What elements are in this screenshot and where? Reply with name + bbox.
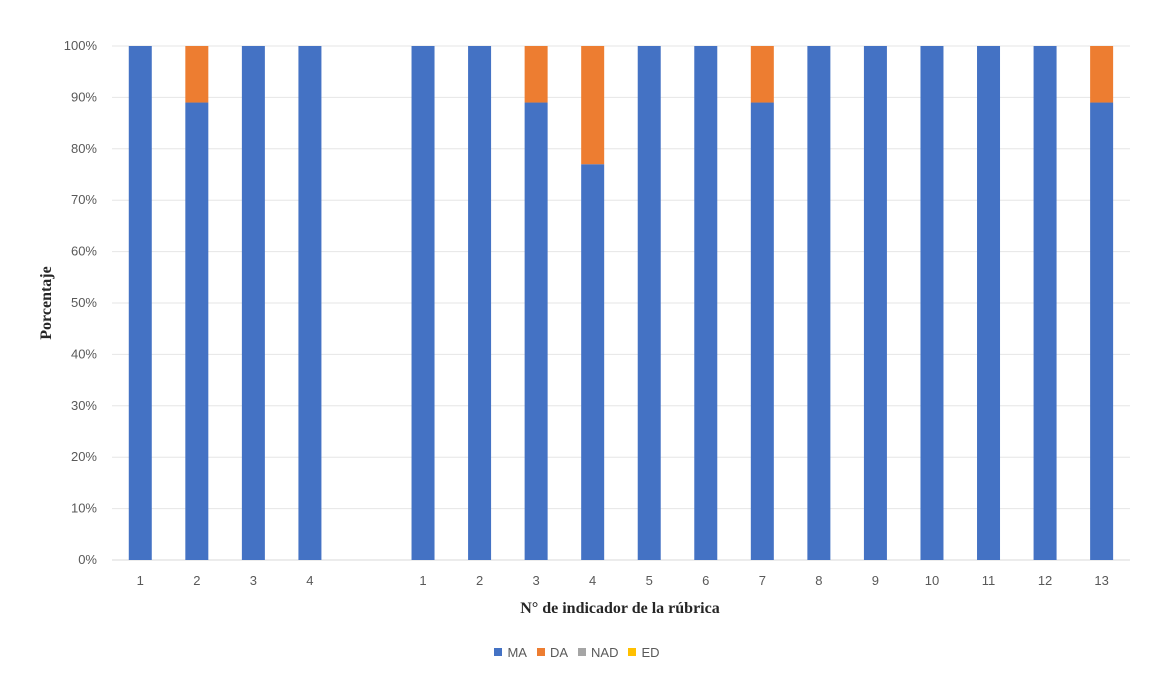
y-tick-label: 80%	[71, 141, 97, 156]
bar-segment-ma	[581, 164, 605, 560]
x-tick-label: 9	[872, 573, 879, 588]
x-tick-label: 5	[646, 573, 653, 588]
y-tick-label: 20%	[71, 449, 97, 464]
legend-label: MA	[507, 644, 527, 660]
y-tick-label: 10%	[71, 501, 97, 516]
y-axis-ticks: 0% 10% 20% 30% 40% 50% 60% 70% 80% 90% 100%	[64, 38, 98, 567]
legend-label: DA	[549, 644, 569, 660]
x-tick-label: 8	[815, 573, 822, 588]
x-tick-label: 7	[759, 573, 766, 588]
x-tick-label: 2	[193, 573, 200, 588]
bar-segment-ma	[863, 46, 887, 560]
x-axis-title: N° de indicador de la rúbrica	[520, 600, 719, 617]
bar-segment-ma	[694, 46, 718, 560]
x-tick-label: 13	[1094, 573, 1108, 588]
legend-item: MA	[494, 645, 527, 660]
y-tick-label: 50%	[71, 295, 97, 310]
bar-segment-ma	[920, 46, 944, 560]
bar-segment-ma	[750, 102, 774, 560]
legend-label: NAD	[591, 644, 619, 660]
y-tick-label: 60%	[71, 244, 97, 259]
x-axis-ticks: 1 2 3 4 1 2 3 4 5 6 7 8 9 10 11 12 13	[137, 573, 1109, 588]
legend-swatch	[578, 648, 587, 656]
x-tick-label: 3	[250, 573, 257, 588]
x-tick-label: 6	[702, 573, 709, 588]
legend-label: ED	[641, 644, 660, 660]
bar-segment-da	[750, 46, 774, 103]
x-tick-label: 3	[533, 573, 540, 588]
x-tick-label: 11	[982, 573, 996, 588]
bar-segment-da	[185, 46, 209, 103]
legend-swatch	[536, 648, 545, 656]
y-tick-label: 40%	[71, 346, 97, 361]
x-tick-label: 10	[925, 573, 939, 588]
legend-item: NAD	[578, 645, 618, 660]
y-axis-title: Porcentaje	[38, 266, 55, 339]
bar-segment-ma	[128, 46, 152, 560]
bar-segment-da	[581, 46, 605, 165]
bar-segment-ma	[807, 46, 831, 560]
bar-segment-ma	[1090, 102, 1114, 560]
x-tick-label: 1	[137, 573, 144, 588]
legend-swatch	[494, 648, 503, 656]
bar-segment-ma	[977, 46, 1001, 560]
legend-swatch	[628, 648, 637, 656]
bar-segment-ma	[524, 102, 548, 560]
y-tick-label: 100%	[64, 38, 98, 53]
x-tick-label: 1	[419, 573, 426, 588]
y-tick-label: 0%	[78, 552, 97, 567]
legend-item: ED	[628, 644, 660, 660]
bar-segment-da	[524, 46, 548, 103]
gridlines	[112, 45, 1130, 561]
bars	[128, 46, 1114, 560]
y-tick-label: 30%	[71, 398, 97, 413]
legend: MA DA NAD ED	[0, 644, 1154, 660]
bar-segment-ma	[241, 46, 265, 560]
bar-segment-ma	[411, 46, 435, 560]
x-tick-label: 2	[476, 573, 483, 588]
legend-item: DA	[536, 644, 569, 660]
bar-segment-ma	[1033, 46, 1057, 560]
bar-segment-ma	[468, 46, 492, 560]
x-tick-label: 4	[589, 573, 596, 588]
bar-segment-ma	[185, 102, 209, 560]
x-tick-label: 12	[1038, 573, 1052, 588]
y-tick-label: 70%	[71, 192, 97, 207]
bar-segment-da	[1090, 46, 1114, 103]
y-tick-label: 90%	[71, 89, 97, 104]
bar-segment-ma	[298, 46, 322, 560]
bar-segment-ma	[637, 46, 661, 560]
x-tick-label: 4	[306, 573, 313, 588]
